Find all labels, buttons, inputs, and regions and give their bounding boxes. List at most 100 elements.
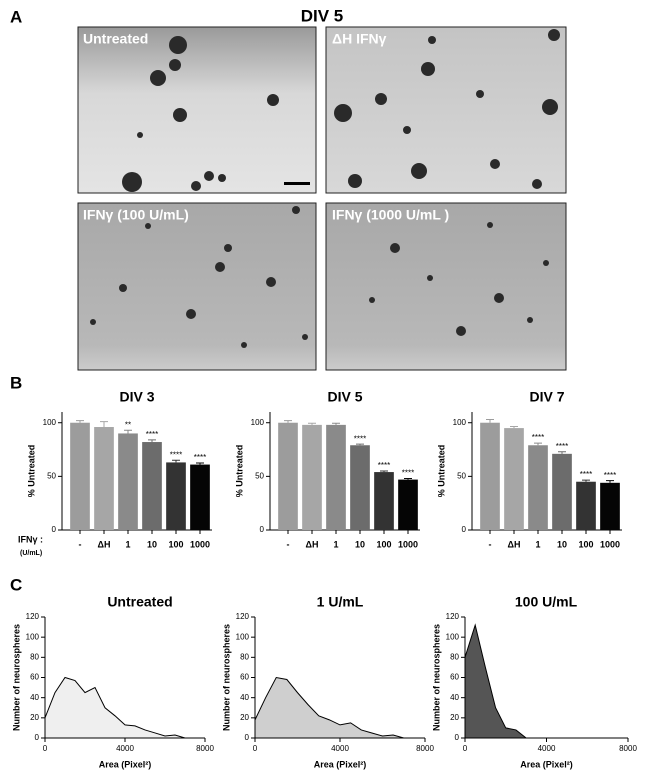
x-tick-label: 1000 <box>600 539 620 549</box>
y-tick-label: 60 <box>30 673 39 682</box>
x-tick-label: - <box>79 539 82 549</box>
x-axis-label: Area (Pixel²) <box>520 759 573 769</box>
bar <box>504 428 524 530</box>
error-bar <box>100 421 108 428</box>
x-tick-label: ΔH <box>508 539 521 549</box>
y-tick-label: 100 <box>446 632 460 641</box>
x-tick-label: ΔH <box>306 539 319 549</box>
bar <box>118 433 138 530</box>
y-tick-label: 40 <box>240 693 249 702</box>
chart-title: 1 U/mL <box>317 594 364 610</box>
bar <box>142 442 162 530</box>
micrograph <box>325 26 567 194</box>
bar <box>94 427 114 530</box>
y-tick-label: 20 <box>30 713 39 722</box>
chart-title: DIV 7 <box>529 389 564 405</box>
bar <box>70 422 90 530</box>
error-bar <box>558 451 566 454</box>
error-bar <box>582 479 590 482</box>
area <box>44 676 205 739</box>
significance-label: **** <box>354 434 366 443</box>
x-tick-label: 8000 <box>619 744 637 753</box>
significance-label: **** <box>604 471 616 480</box>
y-tick-label: 0 <box>245 733 250 742</box>
y-tick-label: 20 <box>450 713 459 722</box>
y-axis-label: % Untreated <box>436 445 446 498</box>
y-tick-label: 120 <box>446 612 460 621</box>
significance-label: **** <box>170 450 182 459</box>
neurospheres <box>90 29 560 348</box>
bar <box>398 479 418 530</box>
significance-label: **** <box>580 470 592 479</box>
x-tick-label: 1 <box>333 539 338 549</box>
x-axis-label: Area (Pixel²) <box>99 759 152 769</box>
x-tick-label: - <box>489 539 492 549</box>
error-bar <box>534 442 542 446</box>
y-tick-label: 0 <box>260 525 265 534</box>
x-tick-label: 4000 <box>116 744 134 753</box>
x-tick-label: - <box>287 539 290 549</box>
bar <box>552 453 572 530</box>
panel-label: B <box>10 373 22 392</box>
y-tick-label: 40 <box>30 693 39 702</box>
y-tick-label: 80 <box>240 652 249 661</box>
chart-title: DIV 3 <box>119 389 154 405</box>
x-axis-label: Area (Pixel²) <box>314 759 367 769</box>
panel-label: A <box>10 7 22 26</box>
y-tick-label: 20 <box>240 713 249 722</box>
bar <box>166 462 186 530</box>
micrograph-label: IFNγ (100 U/mL) <box>83 207 189 223</box>
micrograph-label: IFNγ (1000 U/mL ) <box>332 207 449 223</box>
y-tick-label: 100 <box>26 632 40 641</box>
bar <box>600 482 620 530</box>
y-tick-label: 60 <box>450 673 459 682</box>
y-tick-label: 80 <box>450 652 459 661</box>
y-tick-label: 120 <box>236 612 250 621</box>
x-tick-label: 1000 <box>190 539 210 549</box>
error-bar <box>380 470 388 473</box>
x-tick-label: 0 <box>253 744 258 753</box>
micrograph <box>77 202 317 371</box>
x-tick-label: 4000 <box>538 744 556 753</box>
y-axis-label: Number of neurospheres <box>11 624 21 731</box>
error-bar <box>606 480 614 483</box>
y-tick-label: 0 <box>455 733 460 742</box>
dose-unit: (U/mL) <box>20 550 42 557</box>
bar <box>350 445 370 530</box>
y-axis-label: Number of neurospheres <box>221 624 231 731</box>
x-tick-label: 0 <box>463 744 468 753</box>
micrographs <box>77 26 567 371</box>
x-tick-label: 1 <box>125 539 130 549</box>
bar <box>190 464 210 530</box>
y-tick-label: 50 <box>47 471 56 480</box>
error-bar <box>196 462 204 465</box>
area <box>464 623 528 739</box>
bar <box>480 422 500 530</box>
y-tick-label: 0 <box>462 525 467 534</box>
micrograph-label: ΔH IFNγ <box>332 31 387 47</box>
x-tick-label: 10 <box>355 539 365 549</box>
error-bar <box>284 420 292 423</box>
error-bar <box>76 420 84 423</box>
significance-label: **** <box>556 442 568 451</box>
y-tick-label: 100 <box>251 418 265 427</box>
micrograph-label: Untreated <box>83 31 148 47</box>
y-tick-label: 100 <box>453 418 467 427</box>
x-tick-label: 1 <box>535 539 540 549</box>
error-bar <box>148 439 156 443</box>
error-bar <box>356 443 364 446</box>
x-tick-label: 10 <box>147 539 157 549</box>
y-tick-label: 0 <box>52 525 57 534</box>
significance-label: ** <box>125 420 131 429</box>
scale-bar <box>284 182 310 185</box>
bar <box>278 422 298 530</box>
x-tick-label: ΔH <box>98 539 111 549</box>
significance-label: **** <box>402 469 414 478</box>
significance-label: **** <box>146 430 158 439</box>
chart-title: DIV 5 <box>327 389 362 405</box>
error-bar <box>124 429 132 434</box>
x-tick-label: 100 <box>168 539 183 549</box>
error-bar <box>486 419 494 423</box>
y-tick-label: 0 <box>35 733 40 742</box>
error-bar <box>404 478 412 480</box>
